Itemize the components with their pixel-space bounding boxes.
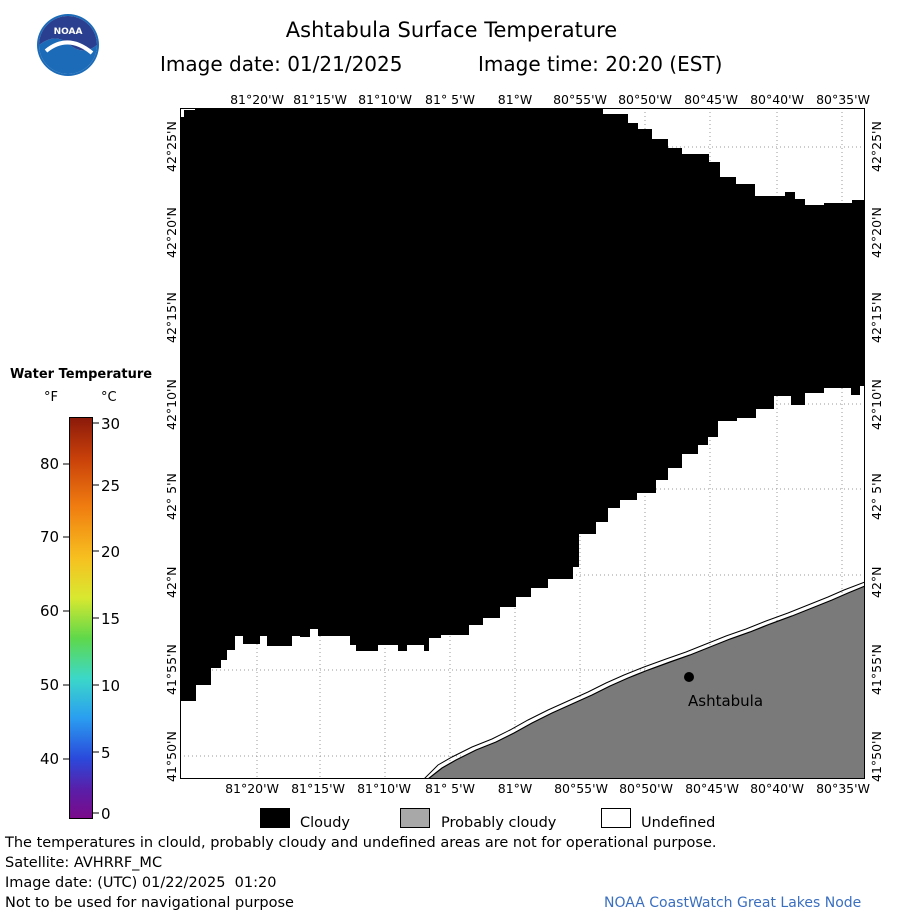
lat-label-right: 42°15'N [869, 292, 884, 343]
lat-label-left: 42°25'N [164, 121, 179, 172]
lon-label-top: 80°55'W [553, 92, 607, 107]
lat-label-left: 41°50'N [164, 731, 179, 782]
lat-label-left: 42° 5'N [164, 473, 179, 520]
c-tick-20: 20 [101, 543, 121, 561]
cloud-mask [180, 108, 865, 701]
lon-label-top: 81°15'W [293, 92, 347, 107]
lon-label-bottom: 81°W [497, 781, 533, 796]
lat-label-right: 42°25'N [869, 121, 884, 172]
lon-label-bottom: 81°10'W [357, 781, 411, 796]
map-panel[interactable]: Ashtabula [180, 108, 865, 779]
f-tick-70: 70 [40, 528, 60, 546]
lon-label-top: 81° 5'W [425, 92, 475, 107]
utc-image-date: Image date: (UTC) 01/22/2025 01:20 [5, 875, 277, 891]
c-tick-30: 30 [101, 415, 121, 433]
map-frame [180, 108, 865, 779]
lat-label-left: 42°20'N [164, 207, 179, 258]
lon-label-top: 80°35'W [816, 92, 870, 107]
shoreline-outline [423, 581, 865, 779]
legend-undefined-swatch [601, 808, 631, 828]
map-title: Ashtabula Surface Temperature [285, 18, 618, 42]
lat-label-left: 42°15'N [164, 292, 179, 343]
f-tick-40: 40 [40, 750, 60, 768]
legend-cloudy-swatch [260, 808, 290, 828]
noaa-logo: NOAA [36, 13, 100, 77]
legend-undefined-label: Undefined [641, 815, 716, 831]
lon-label-bottom: 81° 5'W [425, 781, 475, 796]
lon-label-bottom: 81°15'W [291, 781, 345, 796]
c-tick-10: 10 [101, 677, 121, 695]
legend-cloudy-label: Cloudy [300, 815, 350, 831]
unit-fahrenheit: °F [44, 390, 58, 405]
f-tick-60: 60 [40, 602, 60, 620]
lat-label-left: 41°55'N [164, 644, 179, 695]
lat-label-right: 42°10'N [869, 379, 884, 430]
lon-label-top: 81°10'W [358, 92, 412, 107]
lon-label-top: 80°40'W [750, 92, 804, 107]
lon-label-bottom: 80°45'W [685, 781, 739, 796]
c-tick-15: 15 [101, 610, 121, 628]
lon-label-bottom: 81°20'W [225, 781, 279, 796]
colorbar-ticks [63, 422, 99, 814]
place-label: Ashtabula [688, 692, 763, 710]
image-date: Image date: 01/21/2025 [160, 52, 403, 76]
lon-label-bottom: 80°50'W [619, 781, 673, 796]
legend-probably-cloudy-swatch [400, 808, 430, 828]
unit-celsius: °C [101, 390, 117, 405]
colorbar-title: Water Temperature [10, 367, 153, 382]
lat-label-left: 42°10'N [164, 379, 179, 430]
navigation-warning: Not to be used for navigational purpose [5, 895, 294, 911]
legend-probably-cloudy-label: Probably cloudy [441, 815, 557, 831]
lon-label-bottom: 80°35'W [816, 781, 870, 796]
lat-label-right: 42° 5'N [869, 473, 884, 520]
lon-label-top: 81°W [497, 92, 533, 107]
image-time: Image time: 20:20 (EST) [478, 52, 723, 76]
lat-label-right: 42°20'N [869, 207, 884, 258]
land-area [427, 585, 865, 779]
c-tick-0: 0 [101, 805, 111, 823]
lon-label-top: 81°20'W [230, 92, 284, 107]
c-tick-25: 25 [101, 477, 121, 495]
f-tick-80: 80 [40, 455, 60, 473]
lon-label-top: 80°45'W [684, 92, 738, 107]
operational-note: The temperatures in clould, probably clo… [5, 835, 717, 851]
temperature-colorbar [69, 417, 93, 819]
lat-label-right: 41°50'N [869, 731, 884, 782]
noaa-credit: NOAA CoastWatch Great Lakes Node [604, 895, 862, 911]
c-tick-5: 5 [101, 744, 111, 762]
lat-label-right: 42°N [869, 566, 884, 598]
satellite-info: Satellite: AVHRRF_MC [5, 855, 163, 871]
lon-label-bottom: 80°40'W [750, 781, 804, 796]
lon-label-top: 80°50'W [618, 92, 672, 107]
ashtabula-marker [684, 672, 694, 682]
noaa-logo-text: NOAA [54, 27, 83, 37]
f-tick-50: 50 [40, 676, 60, 694]
lat-label-right: 41°55'N [869, 644, 884, 695]
lat-label-left: 42°N [164, 566, 179, 598]
lon-label-bottom: 80°55'W [554, 781, 608, 796]
